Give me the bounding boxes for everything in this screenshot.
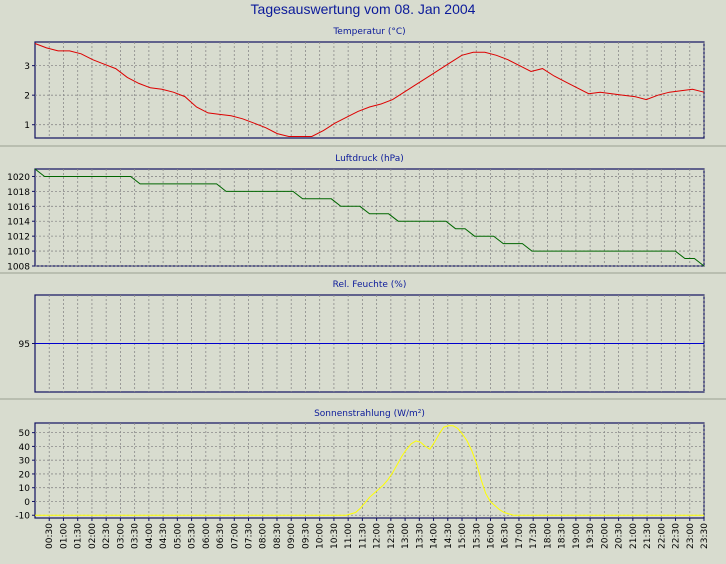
x-tick-label: 17:30 — [529, 523, 539, 549]
y-tick-label: 1010 — [7, 248, 30, 258]
grid — [35, 423, 705, 518]
y-tick-label: 10 — [19, 484, 31, 494]
x-tick-label: 12:00 — [373, 523, 383, 549]
time-axis: 00:30 01:00 01:30 02:00 02:30 03:00 03:30 04:00… — [45, 518, 710, 549]
x-tick-label: 15:30 — [472, 523, 482, 549]
x-tick-label: 07:30 — [245, 523, 255, 549]
plot-frame — [34, 422, 705, 519]
x-tick-label: 13:00 — [401, 523, 411, 549]
y-tick-label: 1014 — [7, 218, 30, 228]
x-tick-label: 03:00 — [116, 523, 126, 549]
chart-title: Luftdruck (hPa) — [335, 154, 404, 164]
chart-title: Sonnenstrahlung (W/m²) — [314, 409, 425, 419]
grid — [35, 169, 705, 267]
y-tick-label: 95 — [19, 340, 30, 350]
y-tick-label: -10 — [15, 512, 30, 522]
x-tick-label: 01:30 — [74, 523, 84, 549]
x-tick-label: 04:30 — [159, 523, 169, 549]
x-tick-label: 11:30 — [358, 523, 368, 549]
x-tick-label: 23:30 — [700, 523, 710, 549]
x-tick-label: 04:00 — [145, 523, 155, 549]
x-tick-label: 02:00 — [88, 523, 98, 549]
x-tick-label: 11:00 — [344, 523, 354, 549]
x-tick-label: 08:00 — [259, 523, 269, 549]
x-tick-label: 13:30 — [415, 523, 425, 549]
chart-title: Rel. Feuchte (%) — [333, 280, 407, 290]
x-tick-label: 15:00 — [458, 523, 468, 549]
chart-panel-2: Luftdruck (hPa) 1008 1010 1012 1014 1016 1018 1… — [0, 154, 726, 274]
x-tick-label: 18:00 — [543, 523, 553, 549]
x-tick-label: 03:30 — [131, 523, 141, 549]
x-tick-label: 20:00 — [600, 523, 610, 549]
x-tick-label: 12:30 — [387, 523, 397, 549]
x-tick-label: 14:00 — [430, 523, 440, 549]
y-tick-label: 20 — [19, 470, 31, 480]
series-line — [35, 425, 704, 516]
chart-panel-4: Sonnenstrahlung (W/m²) -10 0 10 20 30 40 50 — [15, 409, 705, 522]
y-tick-label: 3 — [24, 62, 30, 72]
x-tick-label: 23:00 — [686, 523, 696, 549]
x-tick-label: 06:30 — [216, 523, 226, 549]
x-tick-label: 21:30 — [643, 523, 653, 549]
x-tick-label: 00:30 — [45, 523, 55, 549]
x-tick-label: 05:00 — [173, 523, 183, 549]
y-tick-label: 30 — [19, 457, 31, 467]
x-tick-label: 19:30 — [586, 523, 596, 549]
x-tick-label: 22:00 — [657, 523, 667, 549]
y-tick-label: 40 — [19, 443, 31, 453]
x-tick-label: 02:30 — [102, 523, 112, 549]
x-tick-label: 19:00 — [572, 523, 582, 549]
x-tick-label: 01:00 — [59, 523, 69, 549]
x-tick-label: 06:00 — [202, 523, 212, 549]
chart-panel-3: Rel. Feuchte (%) 95 — [0, 280, 726, 400]
y-tick-label: 1016 — [7, 203, 30, 213]
x-tick-label: 21:00 — [629, 523, 639, 549]
x-tick-label: 16:00 — [486, 523, 496, 549]
chart-panel-1: Temperatur (°C) 1 2 3 — [0, 27, 726, 147]
x-tick-label: 14:30 — [444, 523, 454, 549]
series-line — [34, 43, 705, 137]
y-tick-label: 1020 — [7, 173, 30, 183]
chart-title: Temperatur (°C) — [332, 27, 405, 37]
x-tick-label: 08:30 — [273, 523, 283, 549]
y-tick-label: 0 — [24, 498, 30, 508]
x-tick-label: 10:30 — [330, 523, 340, 549]
x-tick-label: 18:30 — [558, 523, 568, 549]
page-title: Tagesauswertung vom 08. Jan 2004 — [250, 1, 476, 17]
y-tick-label: 1008 — [7, 263, 30, 273]
y-tick-label: 1018 — [7, 188, 30, 198]
x-tick-label: 09:30 — [301, 523, 311, 549]
x-tick-label: 09:00 — [287, 523, 297, 549]
x-tick-label: 05:30 — [188, 523, 198, 549]
x-tick-label: 22:30 — [672, 523, 682, 549]
y-tick-label: 1 — [24, 121, 30, 131]
x-tick-label: 10:00 — [316, 523, 326, 549]
series-line — [34, 168, 705, 267]
y-tick-label: 1012 — [7, 233, 30, 243]
x-tick-label: 17:00 — [515, 523, 525, 549]
y-tick-label: 50 — [19, 429, 31, 439]
x-tick-label: 20:30 — [615, 523, 625, 549]
grid — [35, 42, 705, 138]
x-tick-label: 16:30 — [501, 523, 511, 549]
plot-frame — [34, 41, 705, 139]
x-tick-label: 07:00 — [230, 523, 240, 549]
y-tick-label: 2 — [24, 92, 30, 102]
